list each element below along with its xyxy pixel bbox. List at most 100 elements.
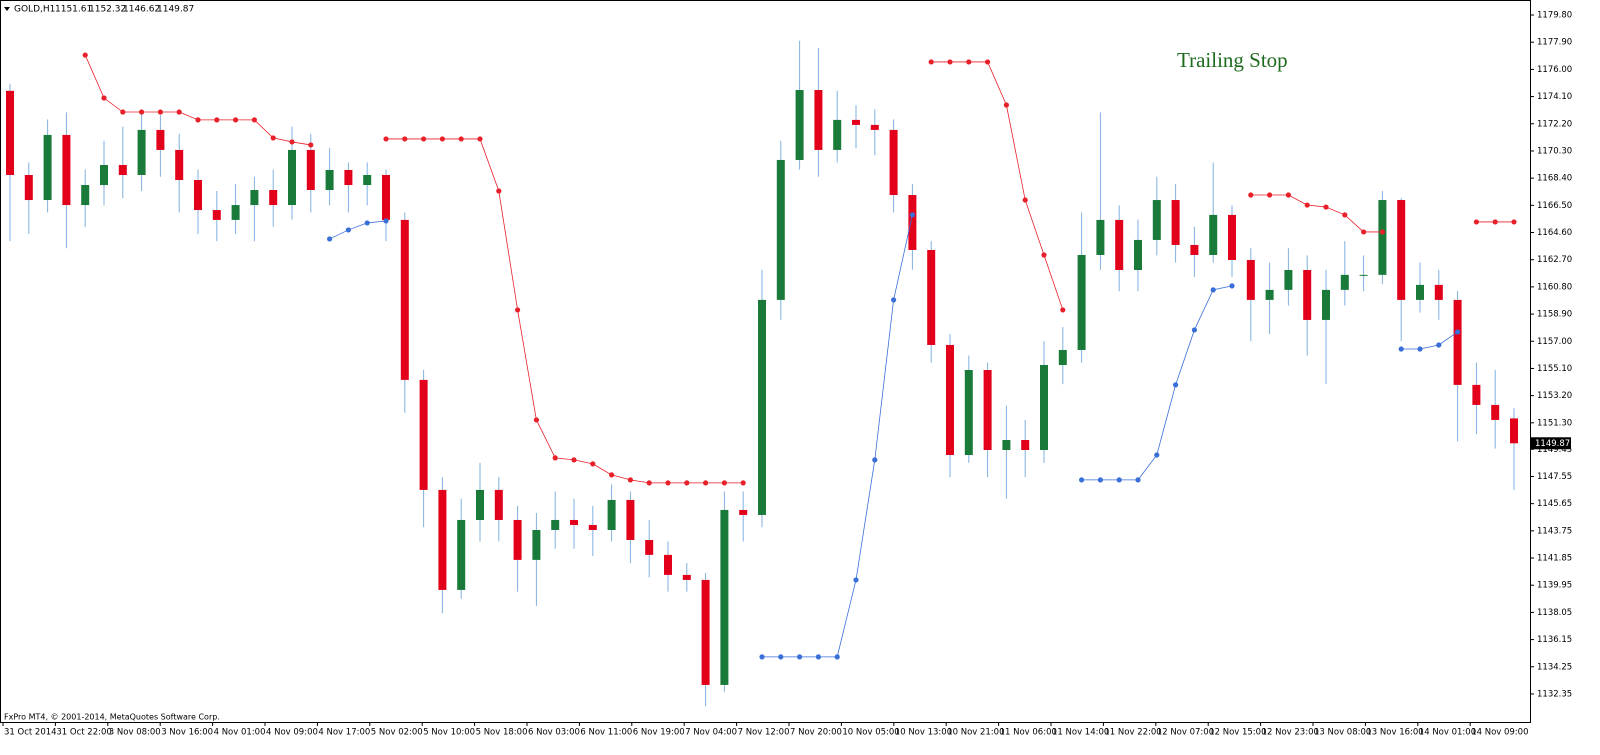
stop-dot	[1229, 283, 1235, 289]
stop-dot	[928, 59, 934, 65]
stop-dot	[1079, 477, 1085, 483]
y-tick-label: 1149.45	[1537, 445, 1572, 455]
stop-dot	[458, 136, 464, 142]
menu-arrow[interactable]	[4, 7, 10, 11]
x-tick-label: 14 Nov 01:00	[1419, 728, 1476, 738]
candle-body	[1115, 219, 1124, 270]
stop-dot	[195, 117, 201, 123]
stop-dot	[383, 218, 389, 224]
candle-body	[852, 119, 860, 125]
stop-dot	[684, 480, 690, 486]
candle-body	[1190, 244, 1199, 255]
candle-body	[81, 185, 90, 206]
candle-body	[363, 174, 372, 186]
stop-dot	[402, 136, 408, 142]
y-tick-label: 1166.50	[1537, 201, 1572, 211]
candle-body	[964, 370, 973, 456]
stop-dot	[1511, 219, 1517, 225]
candle-body	[194, 179, 202, 211]
candle-body	[1002, 439, 1011, 450]
stop-dot	[627, 477, 634, 483]
stop-dot	[1135, 477, 1141, 483]
stop-dot	[947, 59, 953, 65]
stop-dot	[515, 307, 521, 313]
stop-dot	[214, 117, 220, 123]
stop-dot	[815, 654, 822, 660]
candle-body	[645, 539, 654, 555]
y-tick-label: 1168.40	[1537, 174, 1572, 184]
stop-dot	[364, 220, 370, 226]
y-tick-label: 1172.20	[1537, 119, 1572, 129]
stop-dot	[1361, 229, 1367, 235]
stop-line	[1401, 331, 1458, 350]
y-tick-label: 1145.65	[1537, 499, 1572, 509]
candle-body	[513, 519, 522, 560]
candle-body	[795, 89, 804, 160]
stop-line	[329, 220, 387, 240]
candle-body	[983, 370, 992, 450]
low-price: 1146.62	[123, 5, 160, 15]
stop-dot	[1041, 252, 1047, 258]
stop-dot	[1060, 307, 1066, 313]
x-tick-label: 3 Nov 16:00	[161, 728, 213, 738]
x-tick-label: 3 Nov 08:00	[109, 728, 161, 738]
candle-body	[1453, 299, 1462, 385]
stop-dot	[1492, 219, 1498, 225]
candle-body	[100, 164, 108, 186]
stop-dot	[609, 472, 615, 478]
stop-dot	[1173, 382, 1179, 388]
candle-body	[626, 499, 635, 540]
stop-dot	[308, 142, 314, 148]
stop-dot	[590, 461, 596, 467]
x-tick-label: 14 Nov 09:00	[1471, 728, 1528, 738]
stop-dot	[1248, 192, 1254, 198]
stop-dot	[101, 95, 107, 101]
x-tick-label: 4 Nov 09:00	[266, 728, 318, 738]
candle-body	[1171, 200, 1180, 245]
candle-body	[438, 489, 447, 590]
y-tick-label: 1177.90	[1537, 38, 1572, 48]
x-tick-label: 7 Nov 20:00	[790, 728, 842, 738]
candle-body	[1284, 269, 1293, 290]
candle-body	[62, 134, 71, 206]
stop-dot	[966, 59, 972, 65]
y-tick-label: 1162.70	[1537, 255, 1572, 265]
y-tick-label: 1158.90	[1537, 310, 1572, 320]
candle-body	[1040, 365, 1048, 450]
stop-dot	[1097, 477, 1103, 483]
y-tick-label: 1147.55	[1537, 472, 1572, 482]
y-tick-label: 1134.25	[1537, 662, 1572, 672]
stop-dot	[82, 52, 88, 58]
stop-dot	[383, 136, 389, 142]
stop-dot	[1417, 346, 1423, 352]
x-tick-label: 4 Nov 01:00	[214, 728, 266, 738]
stop-dot	[157, 109, 163, 115]
stop-dot	[270, 135, 276, 141]
candle-body	[344, 169, 353, 186]
stop-dot	[1116, 477, 1122, 483]
candle-body	[400, 219, 409, 380]
candle-body	[1510, 418, 1518, 444]
x-tick-label: 10 Nov 21:00	[947, 728, 1004, 738]
stop-dot	[289, 139, 295, 145]
candle-body	[382, 174, 390, 220]
stop-dot	[853, 577, 859, 583]
candle-body	[156, 129, 165, 150]
candle-body	[1209, 214, 1218, 255]
candle-body	[870, 124, 879, 130]
candle-body	[1096, 219, 1105, 255]
candle-body	[1322, 289, 1330, 320]
x-tick-label: 5 Nov 18:00	[476, 728, 528, 738]
stop-dot	[797, 654, 803, 660]
y-tick-label: 1176.00	[1537, 65, 1572, 75]
stop-dot	[327, 236, 333, 242]
x-tick-label: 12 Nov 23:00	[1262, 728, 1319, 738]
candle-body	[701, 579, 710, 685]
y-tick-label: 1153.20	[1537, 391, 1572, 401]
x-tick-label: 13 Nov 08:00	[1314, 728, 1371, 738]
candle-body	[175, 149, 184, 180]
stop-dot	[439, 136, 445, 142]
x-tick-label: 7 Nov 12:00	[738, 728, 790, 738]
candle-body	[1021, 439, 1030, 450]
